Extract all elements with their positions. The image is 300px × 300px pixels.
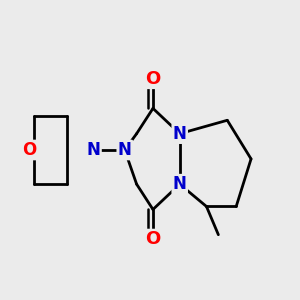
Text: N: N [118,141,132,159]
Text: O: O [145,230,160,248]
Text: N: N [173,175,187,193]
Text: N: N [173,125,187,143]
Text: O: O [145,70,160,88]
Text: O: O [22,141,37,159]
Text: N: N [87,141,100,159]
